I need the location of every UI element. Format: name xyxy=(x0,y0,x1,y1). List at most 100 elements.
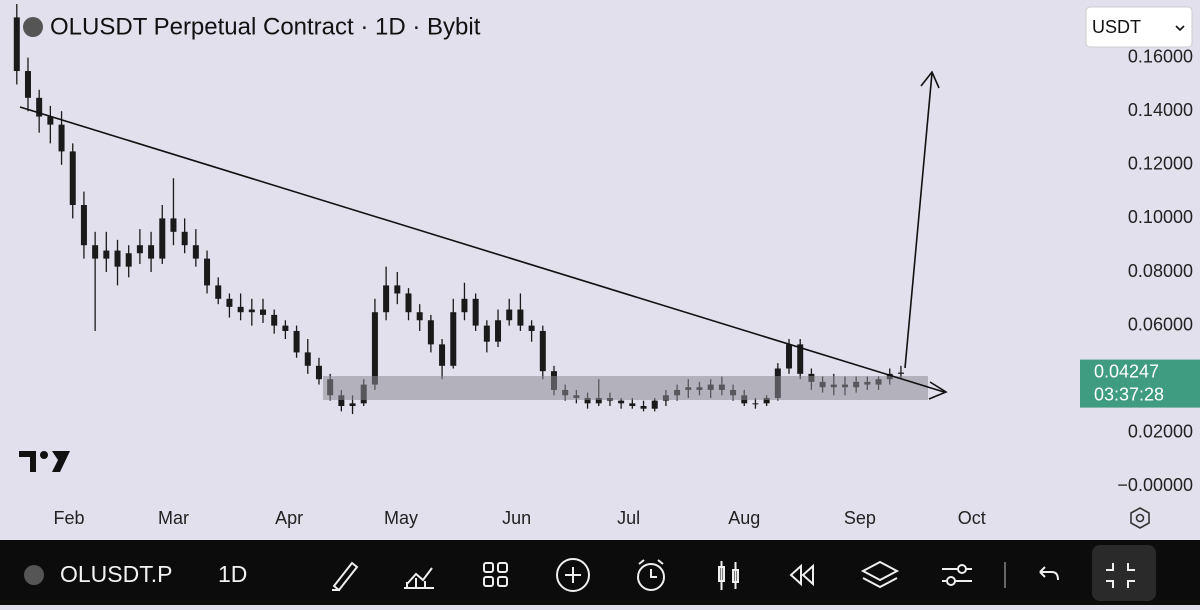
candle-body xyxy=(483,325,490,342)
x-tick-label: Jun xyxy=(502,508,531,528)
toolbar xyxy=(0,540,1200,605)
y-tick-label: 0.16000 xyxy=(1128,46,1193,66)
x-tick-label: Aug xyxy=(728,508,760,528)
candle-body xyxy=(260,309,267,315)
candle-body xyxy=(159,218,166,259)
candle-body xyxy=(226,298,233,307)
candle-body xyxy=(495,320,502,342)
countdown: 03:37:28 xyxy=(1094,384,1164,404)
y-tick-label: 0.14000 xyxy=(1128,100,1193,120)
candle-body xyxy=(192,245,199,259)
settings-icon-center xyxy=(1135,513,1145,523)
last-price: 0.04247 xyxy=(1094,361,1159,381)
chart-background xyxy=(0,0,1200,540)
candle-body xyxy=(371,312,378,385)
candle-body xyxy=(315,365,322,380)
currency-select[interactable] xyxy=(1085,6,1193,48)
candle-body xyxy=(304,352,311,366)
logo xyxy=(19,451,70,472)
y-tick-label: 0.08000 xyxy=(1128,261,1193,281)
y-tick-label: 0.10000 xyxy=(1128,207,1193,227)
x-tick-label: Apr xyxy=(275,508,303,528)
candle-body xyxy=(461,298,468,313)
candle-body xyxy=(595,397,602,404)
candle-body xyxy=(125,253,132,267)
candle-body xyxy=(897,372,904,374)
candle-body xyxy=(103,250,110,259)
trend-line xyxy=(19,106,945,393)
toolbar-interval[interactable]: 1D xyxy=(218,561,247,587)
candle-body xyxy=(215,285,222,299)
candle-body xyxy=(36,97,43,117)
currency-label: USDT xyxy=(1092,17,1141,37)
candle-body xyxy=(651,400,658,409)
candle-body xyxy=(114,250,121,267)
fullscreen-button[interactable] xyxy=(1092,545,1156,601)
candle-body xyxy=(618,400,625,404)
candle-body xyxy=(640,406,647,409)
candle-body xyxy=(338,395,345,407)
candle-body xyxy=(416,312,423,321)
x-tick-label: Sep xyxy=(844,508,876,528)
x-tick-label: Oct xyxy=(958,508,986,528)
candle-body xyxy=(383,285,390,313)
candle-body xyxy=(405,293,412,313)
candle-body xyxy=(786,344,793,369)
settings-icon[interactable] xyxy=(1130,507,1150,529)
fullscreen-icon xyxy=(1106,563,1135,588)
candle-body xyxy=(427,320,434,345)
toolbar-symbol[interactable]: OLUSDT.P xyxy=(60,561,172,587)
candle-body xyxy=(528,325,535,331)
candle-body xyxy=(517,309,524,326)
candle-body xyxy=(472,298,479,326)
y-tick-label: 0.02000 xyxy=(1128,422,1193,442)
candle-body xyxy=(13,17,20,72)
candle-body xyxy=(450,312,457,366)
support-zone xyxy=(323,376,928,400)
candle-body xyxy=(629,403,636,407)
candle-body xyxy=(763,397,770,404)
candle-body xyxy=(797,344,804,374)
toolbar-icons[interactable] xyxy=(332,558,1059,592)
candle-body xyxy=(58,124,65,152)
x-tick-label: May xyxy=(384,508,418,528)
candle-body xyxy=(204,258,211,286)
candle-body xyxy=(439,344,446,366)
candle-body xyxy=(136,245,143,254)
candle-body xyxy=(752,403,759,405)
candle-body xyxy=(92,245,99,259)
up-arrow-head xyxy=(920,70,940,89)
y-tick-label: 0.12000 xyxy=(1128,154,1193,174)
arrow-head xyxy=(928,381,948,400)
candle-body xyxy=(47,116,54,125)
candle-body xyxy=(237,306,244,313)
dropdown-icon xyxy=(1175,25,1185,32)
candle-body xyxy=(248,309,255,313)
candle-body xyxy=(170,218,177,232)
candle-body xyxy=(148,245,155,259)
candle-body xyxy=(181,231,188,246)
candle-body xyxy=(24,71,31,98)
candle-body xyxy=(282,325,289,331)
candle-body xyxy=(349,403,356,407)
candle-body xyxy=(69,151,76,206)
last-price-box xyxy=(1080,359,1200,408)
symbol-icon xyxy=(24,565,44,585)
candle-body xyxy=(539,330,546,372)
up-arrow xyxy=(904,72,933,369)
x-tick-label: Jul xyxy=(617,508,640,528)
y-tick-label: 0.06000 xyxy=(1128,314,1193,334)
candle-body xyxy=(293,330,300,353)
x-tick-label: Feb xyxy=(53,508,84,528)
candle-body xyxy=(271,314,278,326)
chart-title: OLUSDT Perpetual Contract · 1D · Bybit xyxy=(50,13,481,40)
symbol-icon xyxy=(23,17,43,37)
candle-body xyxy=(394,285,401,294)
candle-body xyxy=(584,397,591,404)
y-tick-label: −0.00000 xyxy=(1117,475,1193,495)
candle-body xyxy=(506,309,513,321)
candle-body xyxy=(80,205,87,246)
x-tick-label: Mar xyxy=(158,508,189,528)
